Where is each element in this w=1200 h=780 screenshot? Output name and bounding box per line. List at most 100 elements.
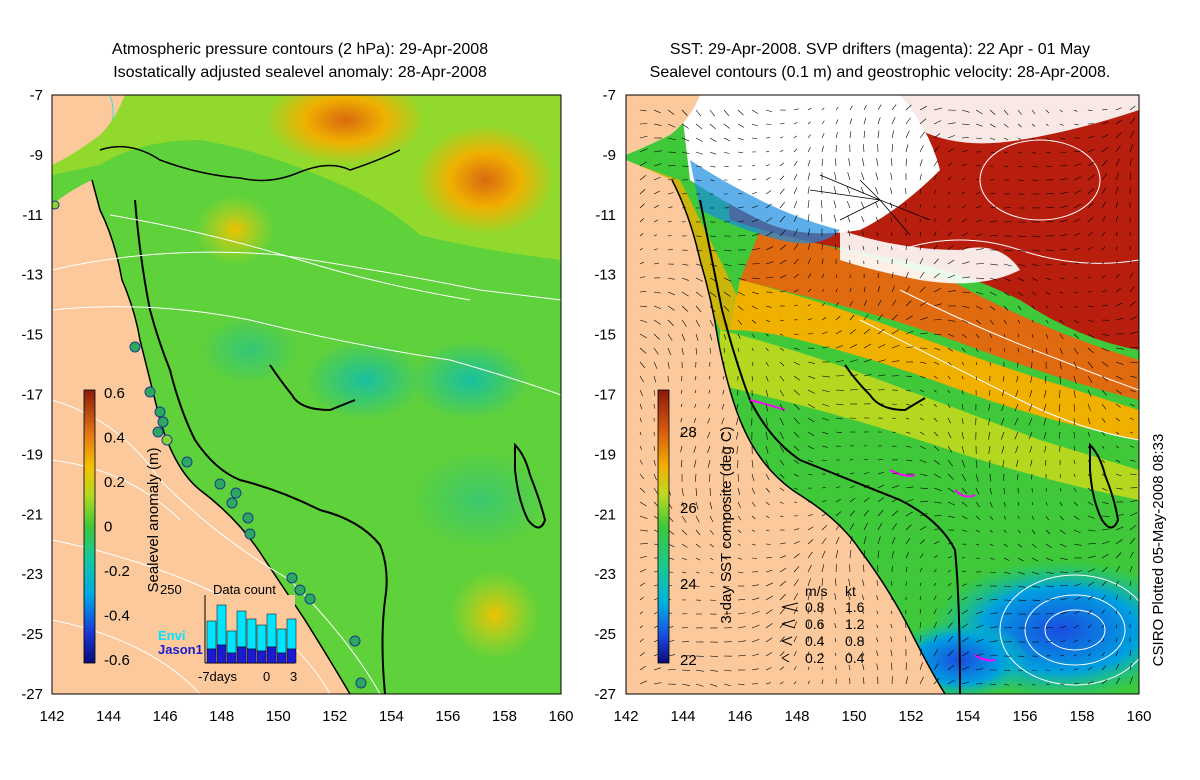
velocity-vector	[1087, 333, 1095, 338]
velocity-vector	[1073, 596, 1081, 601]
velocity-vector	[947, 231, 953, 237]
histogram-bar-envi	[266, 613, 277, 648]
velocity-vector	[779, 473, 785, 479]
velocity-vector	[947, 501, 955, 506]
velocity-vector	[681, 669, 690, 671]
velocity-vector	[639, 218, 645, 223]
velocity-vector	[1129, 565, 1133, 573]
velocity-vector	[905, 486, 914, 489]
velocity-vector	[807, 121, 811, 125]
velocity-vector	[1073, 431, 1075, 439]
velocity-vector	[1087, 653, 1092, 657]
velocity-vector	[835, 511, 842, 517]
velocity-vector	[1017, 291, 1023, 296]
velocity-vector	[989, 683, 996, 686]
velocity-vector	[639, 291, 647, 293]
velocity-vector	[1115, 459, 1121, 463]
velocity-vector	[695, 165, 703, 168]
velocity-vector	[961, 177, 966, 181]
velocity-vector	[695, 529, 701, 536]
velocity-vector	[989, 220, 997, 223]
velocity-vector	[765, 595, 773, 601]
velocity-vector	[667, 305, 675, 311]
latitude-label: -17	[21, 387, 43, 404]
velocity-vector	[919, 188, 922, 195]
velocity-vector	[1031, 683, 1036, 686]
velocity-vector	[765, 652, 773, 657]
velocity-vector	[1087, 473, 1091, 478]
velocity-vector	[779, 361, 785, 367]
velocity-vector	[947, 595, 953, 601]
velocity-vector	[1115, 201, 1118, 209]
velocity-vector	[891, 485, 900, 489]
velocity-legend-kt: 0.4	[845, 650, 865, 666]
velocity-vector	[793, 540, 800, 545]
histogram-bar-jason	[236, 646, 247, 664]
velocity-vector	[877, 536, 881, 545]
velocity-vector	[653, 150, 662, 153]
velocity-vector	[707, 431, 711, 439]
sst-map	[626, 95, 1139, 694]
velocity-vector	[1059, 625, 1066, 629]
velocity-vector	[891, 117, 896, 125]
velocity-vector	[919, 582, 922, 587]
velocity-vector	[933, 527, 941, 531]
velocity-vector	[961, 609, 969, 615]
sla-tick-label: -0.6	[104, 652, 130, 669]
velocity-vector	[1101, 333, 1110, 337]
velocity-vector	[1059, 487, 1062, 492]
velocity-vector	[863, 117, 867, 125]
velocity-vector	[975, 219, 983, 223]
velocity-vector	[653, 176, 661, 181]
velocity-vector	[1017, 123, 1022, 128]
velocity-vector	[989, 192, 996, 195]
velocity-vector	[1059, 557, 1068, 560]
velocity-vector	[975, 361, 978, 365]
velocity-vector	[807, 375, 816, 379]
velocity-vector	[737, 291, 745, 296]
velocity-vector	[1045, 319, 1049, 324]
velocity-vector	[1115, 677, 1121, 685]
velocity-vector	[1017, 249, 1026, 252]
velocity-vector	[821, 375, 830, 378]
velocity-vector	[919, 553, 924, 559]
velocity-vector	[807, 680, 810, 685]
velocity-vector	[709, 515, 714, 523]
velocity-vector	[653, 234, 658, 237]
velocity-vector	[1087, 389, 1092, 398]
velocity-vector	[681, 277, 689, 281]
velocity-vector	[933, 375, 938, 379]
velocity-vector	[667, 277, 675, 280]
velocity-vector	[807, 146, 811, 153]
velocity-vector	[961, 651, 970, 657]
velocity-vector	[765, 667, 772, 671]
velocity-vector	[1101, 609, 1105, 615]
velocity-vector	[793, 375, 801, 381]
velocity-vector	[779, 417, 784, 426]
velocity-vector	[807, 134, 811, 139]
velocity-vector	[1045, 543, 1052, 548]
velocity-vector	[890, 649, 893, 657]
velocity-legend-header-ms: m/s	[805, 583, 828, 599]
velocity-vector	[694, 459, 697, 468]
velocity-vector	[861, 172, 865, 181]
velocity-vector	[807, 551, 813, 559]
right-map-frame	[625, 94, 1140, 695]
velocity-vector	[1129, 286, 1135, 293]
velocity-vector	[1129, 417, 1134, 420]
velocity-vector	[1003, 319, 1007, 325]
velocity-vector	[695, 137, 703, 142]
sla-tick-label: -0.4	[104, 608, 130, 625]
velocity-vector	[765, 177, 771, 181]
velocity-vector	[919, 609, 922, 615]
velocity-vector	[1017, 515, 1020, 519]
velocity-vector	[1073, 150, 1081, 153]
velocity-vector	[1045, 333, 1049, 339]
velocity-vector	[793, 361, 800, 366]
velocity-vector	[1059, 178, 1068, 181]
velocity-vector	[989, 501, 993, 508]
velocity-vector	[681, 515, 687, 523]
velocity-vector	[779, 651, 785, 657]
velocity-vector	[708, 473, 711, 482]
velocity-vector	[1073, 109, 1078, 112]
